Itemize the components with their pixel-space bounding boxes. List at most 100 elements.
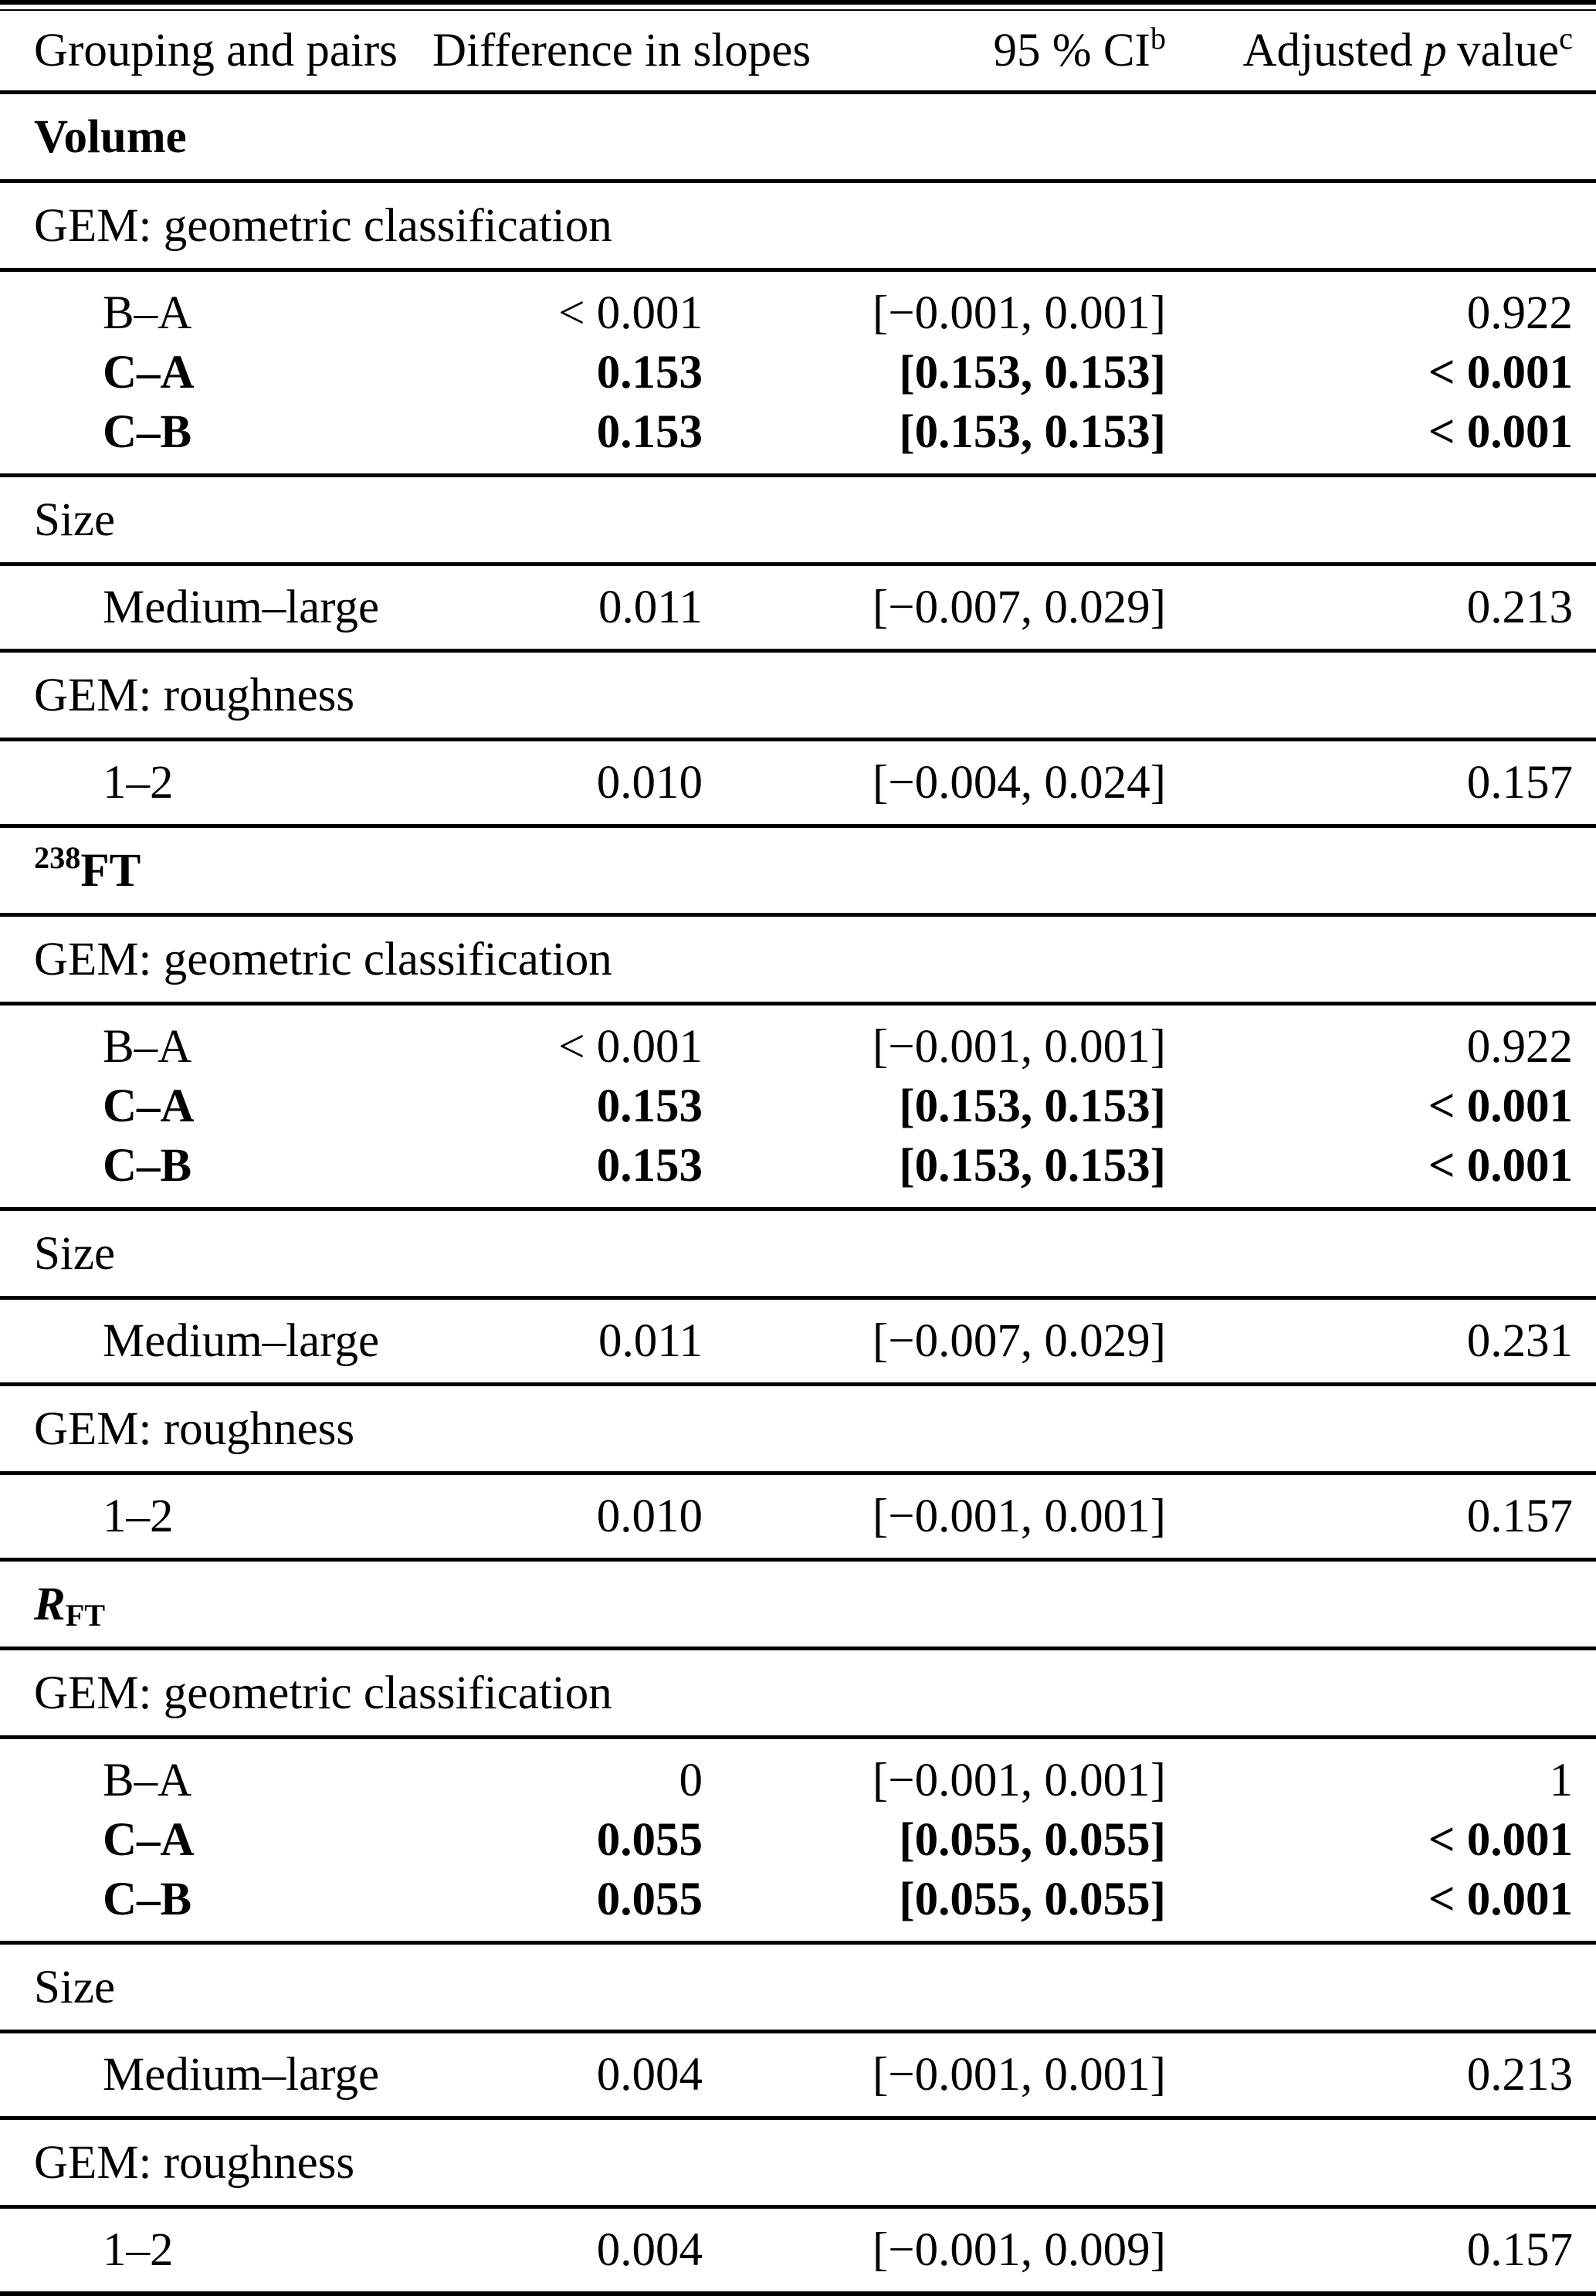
table-row: C–A 0.153 [0.153, 0.153] < 0.001: [0, 1077, 1596, 1136]
column-header-ci: 95 % CIb: [993, 20, 1166, 76]
table-row: Medium–large 0.011 [−0.007, 0.029] 0.231: [0, 1311, 1596, 1371]
pvalue-footnote-sup: c: [1559, 20, 1573, 56]
group-subheader: GEM: geometric classification: [34, 199, 612, 252]
pvalue-cell: 1: [1549, 1755, 1574, 1806]
table-row: C–A 0.055 [0.055, 0.055] < 0.001: [0, 1810, 1596, 1870]
data-group: 1–2 0.004 [−0.001, 0.009] 0.157: [0, 2209, 1596, 2291]
horizontal-rule: [0, 2205, 1596, 2209]
top-rule-thin: [0, 9, 1596, 11]
pvalue-cell: 0.213: [1466, 2049, 1573, 2101]
slope-cell: 0.055: [596, 1874, 703, 1925]
group-subheader: Size: [34, 493, 116, 546]
p-symbol: p: [1423, 25, 1447, 76]
data-group: Medium–large 0.011 [−0.007, 0.029] 0.231: [0, 1300, 1596, 1382]
data-group: B–A < 0.001 [−0.001, 0.001] 0.922 C–A 0.…: [0, 1006, 1596, 1207]
table-row: C–A 0.153 [0.153, 0.153] < 0.001: [0, 343, 1596, 402]
pvalue-cell: < 0.001: [1428, 406, 1573, 458]
slope-cell: 0.153: [596, 406, 703, 458]
slope-cell: < 0.001: [558, 287, 703, 339]
ci-cell: [−0.001, 0.001]: [872, 2049, 1166, 2101]
group-subheader: GEM: geometric classification: [34, 933, 612, 985]
section-title: 238FT: [34, 840, 141, 897]
horizontal-rule: [0, 2116, 1596, 2120]
section-title: Volume: [34, 110, 187, 163]
horizontal-rule: [0, 913, 1596, 917]
horizontal-rule: [0, 738, 1596, 741]
pvalue-cell: < 0.001: [1428, 1874, 1573, 1925]
data-group: 1–2 0.010 [−0.001, 0.001] 0.157: [0, 1475, 1596, 1558]
ci-cell: [−0.001, 0.001]: [872, 287, 1166, 339]
top-rule-thick: [0, 0, 1596, 5]
pair-cell: C–A: [103, 347, 195, 398]
horizontal-rule: [0, 1296, 1596, 1300]
slope-cell: 0: [679, 1755, 703, 1806]
section-header-row-238ft: 238FT: [0, 828, 1596, 913]
pvalue-cell: < 0.001: [1428, 1140, 1573, 1192]
horizontal-rule: [0, 268, 1596, 272]
horizontal-rule: [0, 1382, 1596, 1386]
horizontal-rule: [0, 1207, 1596, 1211]
ci-cell: [−0.001, 0.001]: [872, 1755, 1166, 1806]
group-subheader-row: Size: [0, 1945, 1596, 2030]
slope-cell: 0.153: [596, 1140, 703, 1192]
horizontal-rule: [0, 1558, 1596, 1562]
group-subheader: GEM: roughness: [34, 1402, 355, 1455]
data-group: Medium–large 0.004 [−0.001, 0.001] 0.213: [0, 2033, 1596, 2116]
section-header-row-volume: Volume: [0, 94, 1596, 179]
table-row: Medium–large 0.011 [−0.007, 0.029] 0.213: [0, 578, 1596, 637]
pvalue-cell: 0.231: [1466, 1315, 1573, 1367]
pvalue-cell: 0.922: [1466, 287, 1573, 339]
group-subheader: Size: [34, 1227, 116, 1280]
pvalue-cell: 0.922: [1466, 1021, 1573, 1073]
ci-cell: [−0.001, 0.001]: [872, 1021, 1166, 1073]
column-header-row: Grouping and pairs Difference in slopes …: [0, 11, 1596, 90]
slope-cell: 0.011: [598, 582, 703, 633]
group-subheader-row: GEM: roughness: [0, 653, 1596, 738]
pvalue-cell: < 0.001: [1428, 1080, 1573, 1132]
horizontal-rule: [0, 179, 1596, 183]
ci-cell: [−0.001, 0.001]: [872, 1491, 1166, 1542]
table-row: B–A < 0.001 [−0.001, 0.001] 0.922: [0, 283, 1596, 343]
ci-cell: [0.153, 0.153]: [899, 347, 1166, 398]
slope-cell: 0.004: [596, 2224, 703, 2276]
pvalue-cell: < 0.001: [1428, 1814, 1573, 1866]
pvalue-cell: 0.213: [1466, 582, 1573, 633]
table-row: Medium–large 0.004 [−0.001, 0.001] 0.213: [0, 2045, 1596, 2104]
isotope-superscript: 238: [34, 840, 81, 876]
column-header-pvalue: Adjusted p valuec: [1242, 20, 1573, 76]
table-row: 1–2 0.004 [−0.001, 0.009] 0.157: [0, 2220, 1596, 2280]
data-group: B–A < 0.001 [−0.001, 0.001] 0.922 C–A 0.…: [0, 272, 1596, 473]
top-rule-gap: [0, 5, 1596, 9]
group-subheader-row: GEM: geometric classification: [0, 917, 1596, 1002]
pvalue-cell: 0.157: [1466, 757, 1573, 809]
horizontal-rule: [0, 649, 1596, 653]
data-group: Medium–large 0.011 [−0.007, 0.029] 0.213: [0, 566, 1596, 649]
pair-cell: B–A: [103, 287, 192, 339]
ci-cell: [0.153, 0.153]: [899, 1140, 1166, 1192]
ci-cell: [−0.007, 0.029]: [872, 582, 1166, 633]
data-group: 1–2 0.010 [−0.004, 0.024] 0.157: [0, 741, 1596, 824]
pair-cell: 1–2: [103, 1491, 174, 1542]
horizontal-rule: [0, 1735, 1596, 1739]
pair-cell: C–B: [103, 1874, 192, 1925]
rft-subscript: FT: [65, 1597, 106, 1633]
table-row: 1–2 0.010 [−0.001, 0.001] 0.157: [0, 1487, 1596, 1546]
ci-cell: [0.153, 0.153]: [899, 406, 1166, 458]
pvalue-cell: < 0.001: [1428, 347, 1573, 398]
slope-cell: 0.010: [596, 1491, 703, 1542]
group-subheader-row: GEM: roughness: [0, 2120, 1596, 2205]
table-row: C–B 0.153 [0.153, 0.153] < 0.001: [0, 402, 1596, 462]
bottom-rule: [0, 2291, 1596, 2296]
group-subheader: GEM: geometric classification: [34, 1667, 612, 1719]
ci-cell: [−0.004, 0.024]: [872, 757, 1166, 809]
ci-cell: [0.153, 0.153]: [899, 1080, 1166, 1132]
pair-cell: C–B: [103, 406, 192, 458]
slope-cell: 0.010: [596, 757, 703, 809]
horizontal-rule: [0, 1002, 1596, 1006]
slope-cell: 0.011: [598, 1315, 703, 1367]
column-header-difference: Difference in slopes: [432, 25, 812, 76]
section-title: RFT: [34, 1578, 106, 1633]
pair-cell: Medium–large: [103, 1315, 380, 1367]
slope-cell: < 0.001: [558, 1021, 703, 1073]
